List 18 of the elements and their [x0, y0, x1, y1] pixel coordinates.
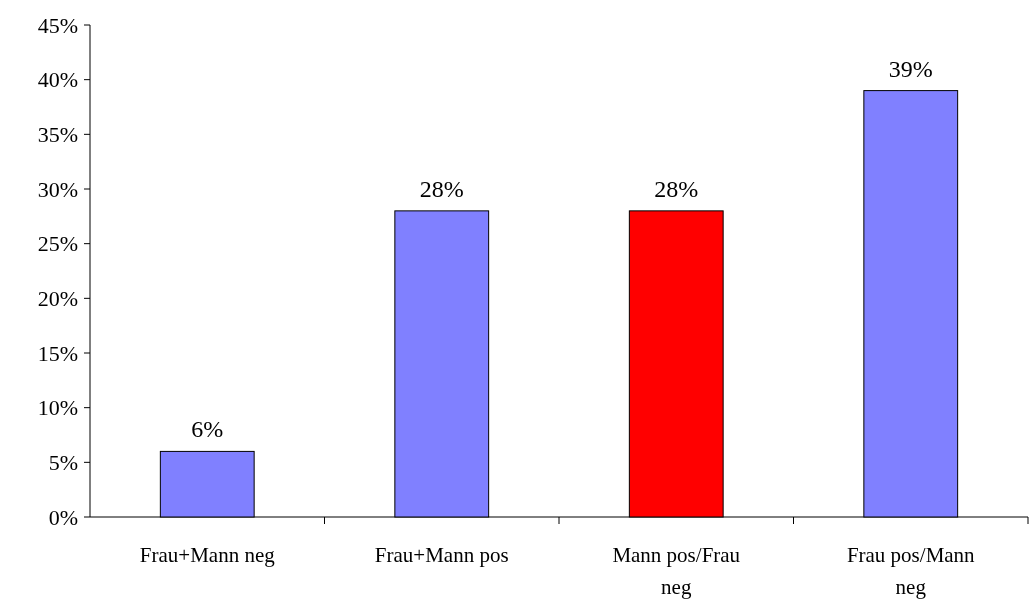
x-tick-label: Mann pos/Frau neg	[612, 543, 741, 599]
x-tick-label: Frau+Mann neg	[139, 543, 276, 567]
y-tick-label: 0%	[48, 504, 78, 530]
y-tick-label: 15%	[37, 340, 78, 366]
data-label: 6%	[191, 416, 224, 443]
y-tick-label: 10%	[37, 395, 78, 421]
y-tick-label: 35%	[37, 122, 78, 148]
data-label: 28%	[419, 175, 464, 202]
y-tick-label: 40%	[37, 67, 78, 93]
data-label: 39%	[888, 55, 933, 82]
y-tick-label: 30%	[37, 176, 78, 202]
x-tick-label: Frau+Mann pos	[374, 543, 509, 567]
y-tick-label: 5%	[48, 450, 78, 476]
data-label: 28%	[654, 175, 699, 202]
y-tick-label: 25%	[37, 231, 78, 257]
y-tick-label: 20%	[37, 286, 78, 312]
x-tick-label: Frau pos/Mann neg	[846, 543, 976, 599]
y-tick-label: 45%	[37, 12, 78, 38]
